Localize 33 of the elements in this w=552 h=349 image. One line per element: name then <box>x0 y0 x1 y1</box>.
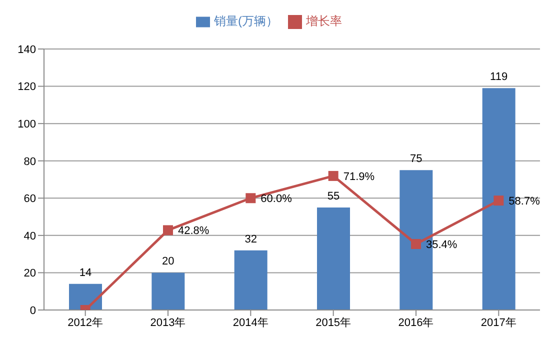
x-tick-label: 2012年 <box>68 316 104 329</box>
data-label: 42.8% <box>178 225 210 238</box>
point <box>411 239 421 250</box>
data-label: 55 <box>327 190 340 202</box>
x-tick-label: 2015年 <box>316 316 352 329</box>
point <box>163 225 173 236</box>
data-label: 32 <box>244 233 257 246</box>
data-label: 14 <box>79 266 92 279</box>
data-label: 75 <box>410 153 422 166</box>
bar <box>317 207 350 310</box>
y-tick-label: 80 <box>24 156 36 168</box>
legend-label: 增长率 <box>306 14 342 28</box>
x-tick-label: 2017年 <box>480 316 516 329</box>
point <box>246 193 256 204</box>
point <box>494 196 504 206</box>
y-tick-label: 120 <box>18 81 36 94</box>
x-tick-label: 2013年 <box>150 316 186 329</box>
data-label: 20 <box>162 256 174 268</box>
x-tick-label: 2016年 <box>398 316 434 329</box>
bar <box>152 272 185 310</box>
x-tick-label: 2014年 <box>232 316 268 329</box>
y-tick-label: 100 <box>18 118 36 130</box>
data-label: 60.0% <box>260 193 292 206</box>
y-tick-label: 60 <box>24 193 36 206</box>
point <box>328 170 338 181</box>
bar <box>234 250 268 310</box>
data-label: 119 <box>490 71 508 84</box>
y-tick-label: 20 <box>24 268 36 280</box>
data-label: 71.9% <box>343 170 375 183</box>
y-tick-label: 140 <box>18 44 36 56</box>
legend-label: 销量(万辆） <box>214 14 278 28</box>
y-tick-label: 40 <box>24 230 36 242</box>
y-tick-label: 0 <box>30 304 36 317</box>
